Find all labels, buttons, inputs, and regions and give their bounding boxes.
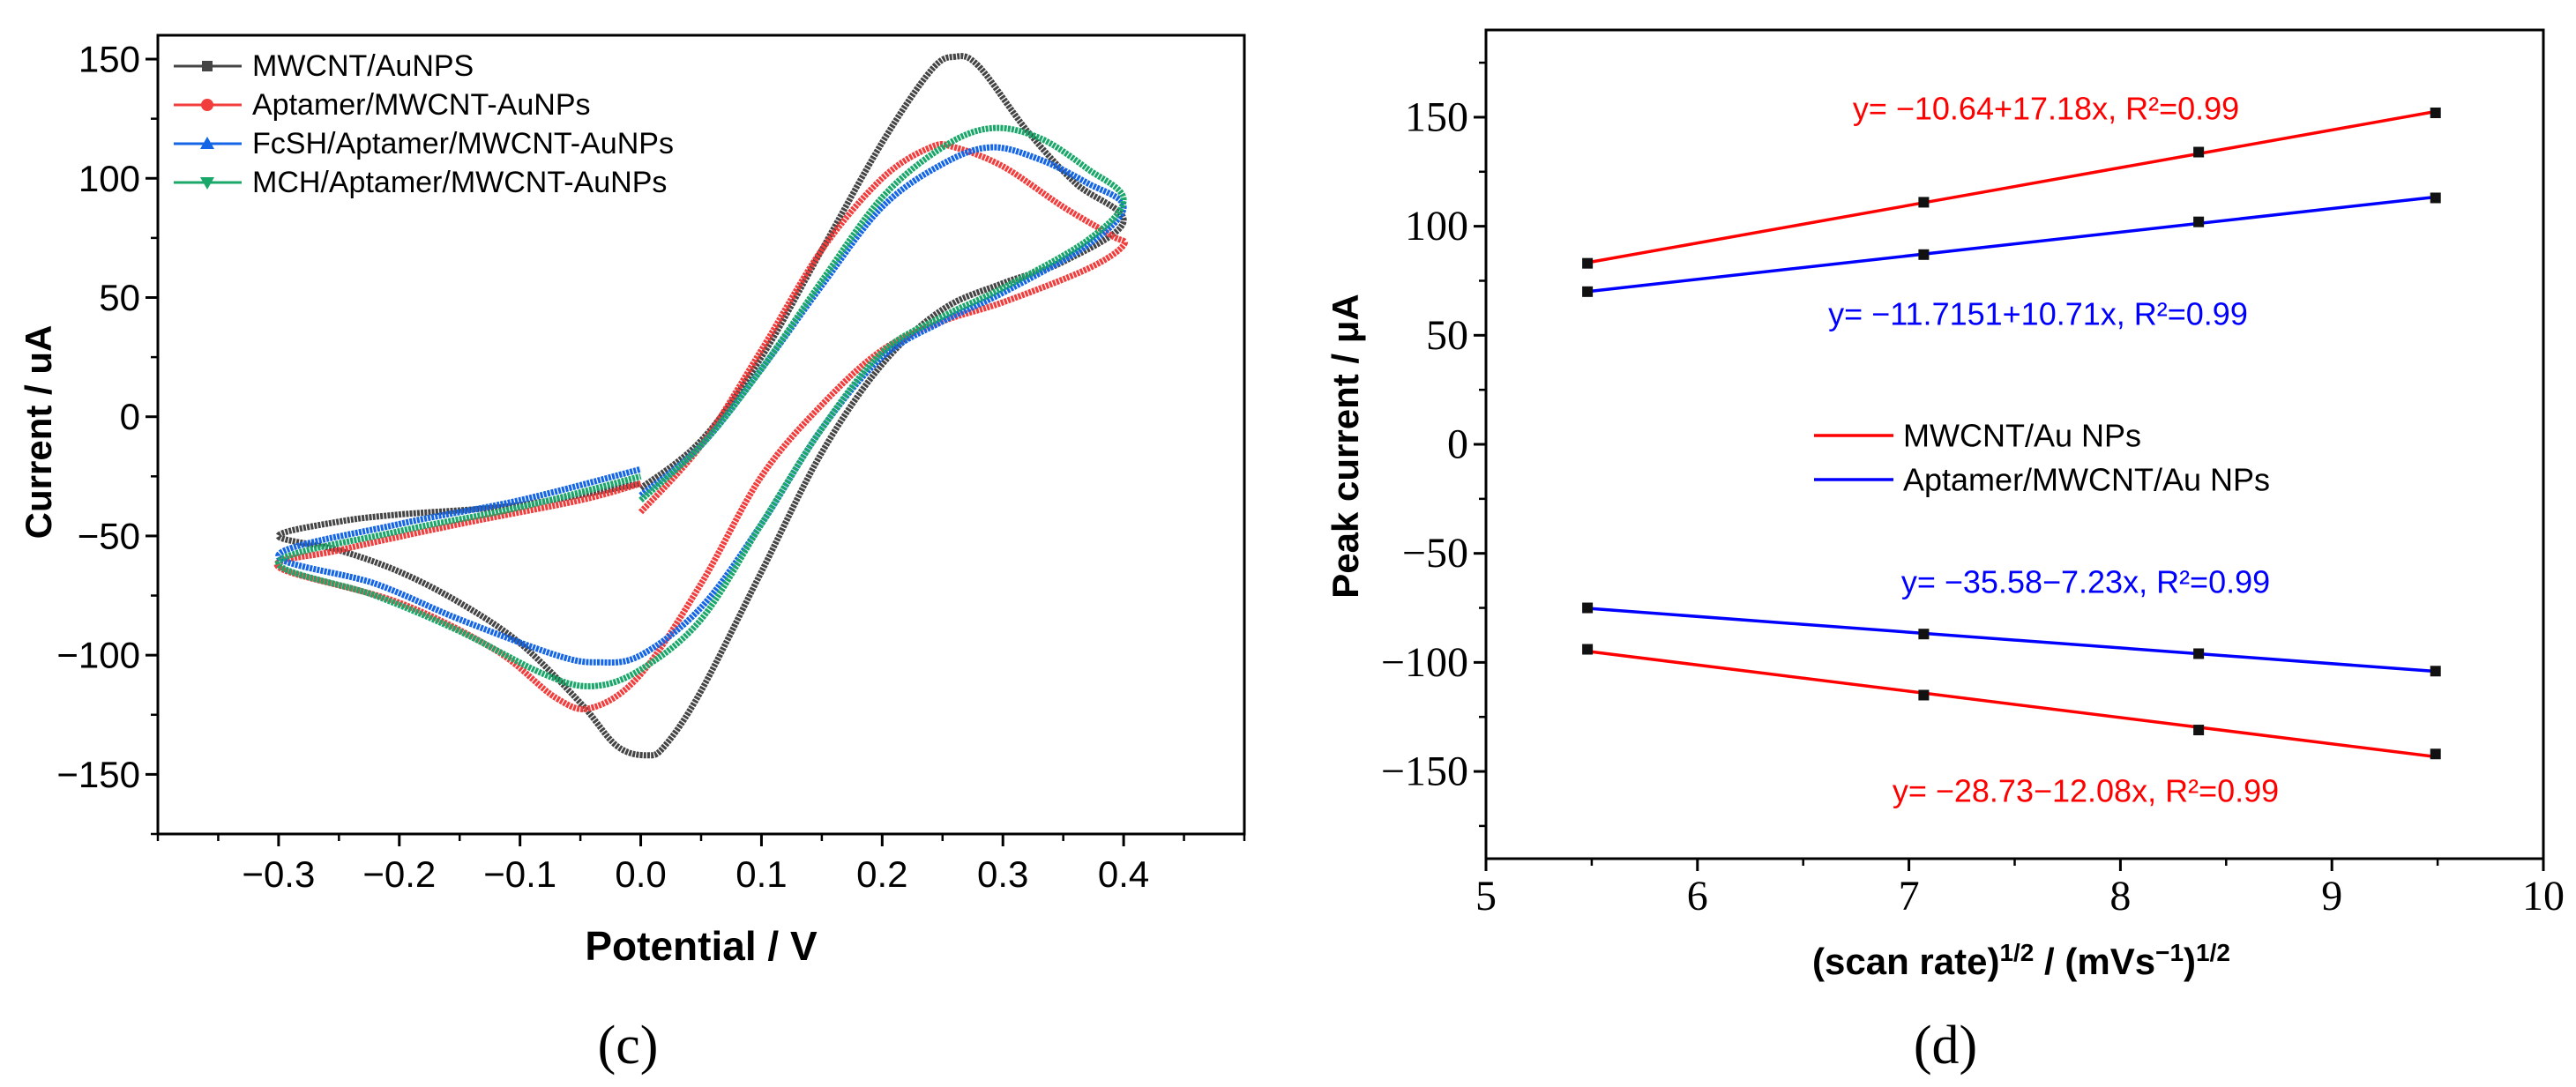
x-tick-label: 10 xyxy=(2522,873,2565,919)
legend-label: MWCNT/Au NPs xyxy=(1903,418,2141,454)
legend-marker-triangle-down xyxy=(200,177,214,190)
data-point xyxy=(1582,257,1594,269)
x-axis-title: (scan rate)1/2 / (mVs−1)1/2 xyxy=(1812,939,2230,983)
legend-label: Aptamer/MWCNT-AuNPs xyxy=(252,88,591,122)
equation-label: y= −11.7151+10.71x, R²=0.99 xyxy=(1828,296,2248,332)
y-tick-label: 150 xyxy=(1405,93,1468,140)
cv-curve-2 xyxy=(273,141,1128,712)
x-axis-title: Potential / V xyxy=(585,923,818,969)
x-tick-label: 0.0 xyxy=(615,853,666,895)
data-point xyxy=(2193,146,2205,158)
x-tick-label: 0.1 xyxy=(735,853,787,895)
legend-marker-square xyxy=(202,61,213,71)
data-point xyxy=(1582,602,1594,614)
x-tick-label: −0.2 xyxy=(362,853,436,895)
y-axis-title: Current / uA xyxy=(18,325,59,540)
fit-line-3 xyxy=(1587,607,2436,674)
y-tick-label: −100 xyxy=(56,635,140,676)
x-axis-title-part: / (mVs xyxy=(2034,941,2155,982)
data-point xyxy=(1582,644,1594,655)
y-tick-label: 0 xyxy=(1447,421,1468,468)
x-axis-title-superscript: 1/2 xyxy=(2196,939,2230,966)
y-tick-label: −50 xyxy=(78,515,140,556)
data-point xyxy=(2193,725,2205,736)
x-tick-label: 8 xyxy=(2109,873,2131,919)
x-tick-label: 5 xyxy=(1475,873,1497,919)
legend-label: FcSH/Aptamer/MWCNT-AuNPs xyxy=(252,127,674,160)
equation-label: y= −10.64+17.18x, R²=0.99 xyxy=(1853,91,2239,127)
panel-label: (d) xyxy=(1914,1016,1977,1076)
equation-label: y= −35.58−7.23x, R²=0.99 xyxy=(1901,564,2270,600)
data-point xyxy=(2430,192,2441,204)
data-point xyxy=(1918,629,1930,640)
data-point xyxy=(2430,666,2441,677)
data-point xyxy=(1918,197,1930,208)
x-tick-label: 6 xyxy=(1687,873,1708,919)
x-tick-label: −0.3 xyxy=(242,853,315,895)
data-point xyxy=(2193,216,2205,227)
x-tick-label: −0.1 xyxy=(483,853,556,895)
fit-line-4 xyxy=(1587,650,2436,759)
data-point xyxy=(1918,249,1930,260)
legend-marker-circle xyxy=(201,99,213,111)
x-axis-title-part: (scan rate) xyxy=(1812,941,1999,982)
y-tick-label: −50 xyxy=(1402,530,1468,577)
y-tick-label: 50 xyxy=(99,277,140,318)
data-point xyxy=(1582,286,1594,297)
equation-label: y= −28.73−12.08x, R²=0.99 xyxy=(1893,773,2279,809)
y-axis-title: Peak current / μA xyxy=(1325,294,1366,599)
fit-line-1 xyxy=(1587,109,2437,264)
data-point xyxy=(1918,689,1930,701)
x-tick-label: 0.3 xyxy=(977,853,1028,895)
x-tick-label: 0.2 xyxy=(856,853,907,895)
chart-peak-current: 150 100 50 0 −50 −100 −150 5 6 7 8 9 10 y= −10.64+17.… xyxy=(1325,28,2565,1076)
legend-label: Aptamer/MWCNT/Au NPs xyxy=(1903,462,2270,498)
fit-line-2 xyxy=(1587,195,2436,294)
legend-label: MWCNT/AuNPS xyxy=(252,49,474,83)
y-tick-label: 150 xyxy=(78,39,140,80)
x-tick-label: 9 xyxy=(2321,873,2342,919)
y-tick-label: 50 xyxy=(1426,312,1468,359)
panel-label: (c) xyxy=(598,1016,659,1076)
y-tick-label: 100 xyxy=(1405,203,1468,249)
data-point xyxy=(2193,648,2205,659)
data-point xyxy=(2430,748,2441,760)
y-tick-label: −100 xyxy=(1381,639,1468,686)
legend-label: MCH/Aptamer/MWCNT-AuNPs xyxy=(252,166,667,199)
x-tick-label: 0.4 xyxy=(1098,853,1149,895)
y-tick-label: −150 xyxy=(56,754,140,795)
x-axis-title-superscript: −1 xyxy=(2155,939,2184,966)
x-axis-title-superscript: 1/2 xyxy=(1999,939,2034,966)
x-tick-label: 7 xyxy=(1899,873,1920,919)
y-tick-label: 100 xyxy=(78,158,140,199)
chart-cv: 150 100 50 0 −50 −100 −150 −0.3 −0.2 −0.1 0.0 0.1 0.… xyxy=(18,34,1246,1076)
data-point xyxy=(2430,108,2441,118)
x-axis-title-part: ) xyxy=(2184,941,2196,982)
y-tick-label: 0 xyxy=(120,396,140,437)
y-tick-label: −150 xyxy=(1381,748,1468,795)
legend-marker-triangle-up xyxy=(200,137,214,149)
cv-curve-4 xyxy=(275,124,1127,689)
